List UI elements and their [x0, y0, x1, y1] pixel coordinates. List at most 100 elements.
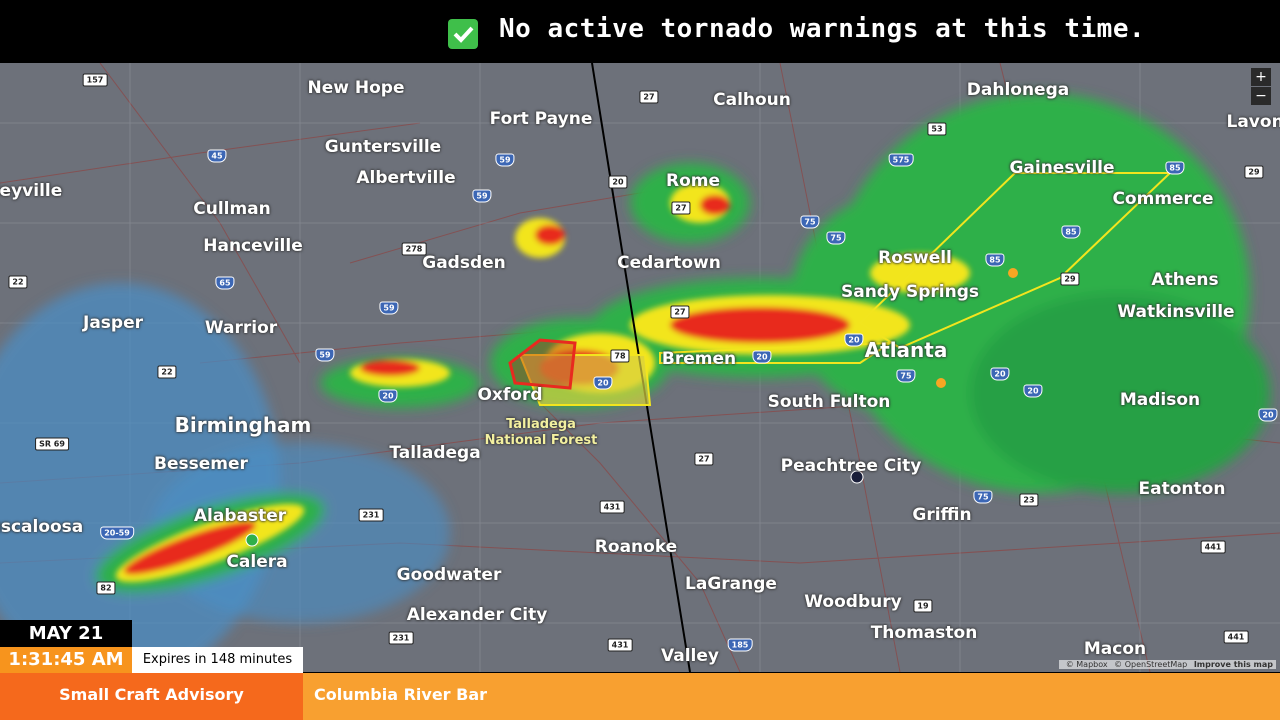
city-label: Gainesville — [1009, 158, 1115, 178]
highway-shield: 85 — [1061, 225, 1081, 239]
highway-shield: 19 — [913, 599, 933, 613]
ticker-text: Columbia River Bar — [303, 673, 1280, 720]
city-label: Griffin — [912, 505, 972, 525]
time: 1:31:45 AM — [0, 647, 132, 673]
highway-shield: 45 — [207, 149, 227, 163]
check-icon — [448, 19, 478, 49]
city-label: uscaloosa — [0, 517, 84, 537]
attribution-link[interactable]: © Mapbox — [1065, 660, 1108, 669]
city-label: LaGrange — [685, 574, 777, 594]
city-label: Alexander City — [406, 605, 548, 625]
city-label: Athens — [1151, 270, 1219, 290]
city-label: Woodbury — [804, 592, 902, 612]
city-label: Bremen — [661, 349, 737, 369]
highway-shield: 29 — [1060, 272, 1080, 286]
highway-shield: 185 — [727, 638, 753, 652]
expires: Expires in 148 minutes — [132, 647, 303, 673]
city-label: Talladega National Forest — [484, 417, 598, 448]
highway-shield: 441 — [1200, 540, 1226, 554]
highway-shield: 20 — [752, 350, 772, 364]
city-label: Guntersville — [324, 137, 442, 157]
city-label: Bessemer — [154, 454, 248, 474]
highway-shield: 20 — [1023, 384, 1043, 398]
highway-shield: 82 — [96, 581, 116, 595]
city-label: Sandy Springs — [840, 282, 980, 302]
marker — [936, 378, 946, 388]
radar-map: + − © Mapbox © OpenStreetMap Improve thi… — [0, 63, 1280, 672]
map-layer — [0, 63, 1280, 672]
city-label: Gadsden — [422, 253, 506, 273]
highway-shield: 157 — [82, 73, 108, 87]
city-label: Albertville — [356, 168, 456, 188]
banner-text: No active tornado warnings at this time. — [499, 14, 1146, 44]
city-label: Cullman — [193, 199, 271, 219]
highway-shield: 75 — [973, 490, 993, 504]
highway-shield: 59 — [495, 153, 515, 167]
zoom-out[interactable]: − — [1251, 87, 1271, 105]
city-label: Commerce — [1112, 189, 1214, 209]
check-mark — [453, 26, 474, 43]
highway-shield: 575 — [888, 153, 914, 167]
highway-shield: 65 — [215, 276, 235, 290]
city-label: Roswell — [878, 248, 952, 268]
highway-shield: 278 — [401, 242, 427, 256]
highway-shield: 441 — [1223, 630, 1249, 644]
highway-shield: 85 — [1165, 161, 1185, 175]
highway-shield: 85 — [985, 253, 1005, 267]
highway-shield: 75 — [826, 231, 846, 245]
city-label: Goodwater — [396, 565, 502, 585]
highway-shield: 78 — [610, 349, 630, 363]
highway-shield: 27 — [670, 305, 690, 319]
city-label: Hanceville — [203, 236, 303, 256]
banner: No active tornado warnings at this time. — [0, 0, 1280, 63]
highway-shield: 20-59 — [100, 526, 134, 540]
severe-polygon — [508, 338, 577, 390]
city-label: Birmingham — [174, 413, 312, 437]
city-label: Jasper — [83, 313, 143, 333]
highway-shield: 29 — [1244, 165, 1264, 179]
city-label: Warrior — [204, 318, 278, 338]
city-label: New Hope — [307, 78, 405, 98]
city-label: Lavoni — [1226, 112, 1280, 132]
highway-shield: 23 — [1019, 493, 1039, 507]
city-label: Fort Payne — [489, 109, 593, 129]
highway-shield: SR 69 — [35, 437, 69, 451]
ticker-label: Small Craft Advisory — [0, 673, 303, 720]
city-label: South Fulton — [767, 392, 891, 412]
city-label: Cedartown — [617, 253, 721, 273]
zoom-in[interactable]: + — [1251, 68, 1271, 86]
city-label: Alabaster — [193, 506, 287, 526]
highway-shield: 20 — [1258, 408, 1278, 422]
warning-polygons — [518, 172, 1173, 406]
city-label: Calera — [226, 552, 288, 572]
city-label: Valley — [661, 646, 719, 666]
attribution-link[interactable]: © OpenStreetMap — [1114, 660, 1188, 669]
highway-shield: 22 — [8, 275, 28, 289]
city-label: Peachtree City — [780, 456, 922, 476]
attribution-link[interactable]: Improve this map — [1193, 660, 1273, 669]
highway-shield: 27 — [639, 90, 659, 104]
city-label: Macon — [1083, 639, 1147, 659]
radar-heavy — [115, 183, 970, 583]
city-label: leyville — [0, 181, 63, 201]
date: MAY 21 — [0, 620, 132, 647]
city-label: Thomaston — [870, 623, 978, 643]
highway-shield: 20 — [844, 333, 864, 347]
highway-shield: 431 — [607, 638, 633, 652]
highway-shield: 59 — [379, 301, 399, 315]
highway-shield: 59 — [472, 189, 492, 203]
highway-shield: 22 — [157, 365, 177, 379]
highway-shield: 20 — [378, 389, 398, 403]
highway-shield: 20 — [990, 367, 1010, 381]
city-label: Dahlonega — [966, 80, 1070, 100]
city-label: Roanoke — [594, 537, 678, 557]
city-label: Calhoun — [713, 90, 791, 110]
city-label: Atlanta — [864, 338, 948, 362]
city-label: Eatonton — [1138, 479, 1226, 499]
marker — [245, 533, 259, 547]
highway-shield: 75 — [896, 369, 916, 383]
highway-shield: 231 — [388, 631, 414, 645]
